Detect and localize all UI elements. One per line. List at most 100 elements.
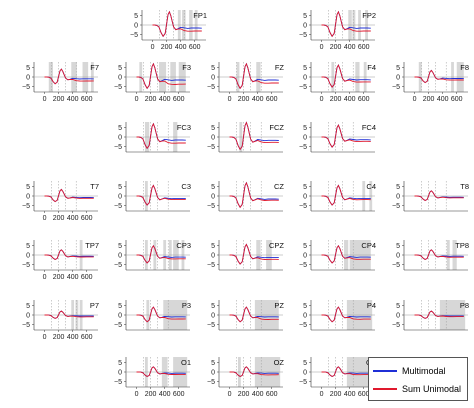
panel-fcz: 5 0 −5 FCZ: [207, 121, 284, 153]
y-tick-label: 0: [118, 253, 122, 260]
x-tick-label: 400: [67, 334, 79, 341]
y-tick-label: 5: [26, 303, 30, 310]
y-tick-label: 5: [118, 243, 122, 250]
x-tick-label: 600: [81, 215, 93, 222]
y-tick-label: −5: [207, 84, 215, 91]
panel-label: F3: [182, 63, 191, 72]
y-tick-label: 0: [211, 135, 215, 142]
trace-sum-unimodal: [229, 306, 279, 323]
y-tick-label: 0: [118, 75, 122, 82]
y-tick-label: −5: [22, 322, 30, 329]
x-tick-label: 200: [53, 215, 65, 222]
panel-label: TP7: [85, 241, 99, 250]
y-tick-label: 5: [211, 65, 215, 72]
y-tick-label: −5: [207, 262, 215, 269]
trace-sum-unimodal: [229, 366, 279, 378]
y-tick-label: 5: [134, 13, 138, 20]
y-tick-label: 0: [211, 313, 215, 320]
trace-sum-unimodal: [136, 306, 186, 323]
y-tick-label: 5: [211, 184, 215, 191]
y-tick-label: 5: [118, 303, 122, 310]
x-tick-label: 0: [228, 96, 232, 103]
x-tick-label: 200: [161, 44, 173, 51]
y-tick-label: 5: [303, 184, 307, 191]
x-tick-label: 0: [43, 274, 47, 281]
y-tick-label: 0: [118, 370, 122, 377]
y-tick-label: 5: [211, 125, 215, 132]
legend-item-multimodal: Multimodal: [373, 364, 446, 378]
y-tick-label: −5: [114, 84, 122, 91]
panel-tp8: 5 0 −5 TP8: [392, 240, 469, 271]
trace-sum-unimodal: [321, 64, 371, 88]
y-tick-label: 0: [303, 370, 307, 377]
y-tick-label: 0: [303, 23, 307, 30]
trace-multimodal: [44, 249, 94, 261]
y-tick-label: 0: [396, 194, 400, 201]
y-tick-label: −5: [299, 144, 307, 151]
y-tick-label: 5: [26, 65, 30, 72]
y-tick-label: −5: [114, 379, 122, 386]
x-tick-label: 0: [320, 44, 324, 51]
y-tick-label: −5: [22, 262, 30, 269]
trace-sum-unimodal: [136, 122, 186, 150]
y-tick-label: 5: [118, 65, 122, 72]
y-tick-label: 5: [303, 125, 307, 132]
x-tick-label: 0: [43, 334, 47, 341]
y-tick-label: −5: [207, 322, 215, 329]
y-tick-label: 0: [118, 194, 122, 201]
panel-t8: 5 0 −5 T8: [392, 181, 469, 212]
y-tick-label: 5: [396, 243, 400, 250]
y-tick-label: 0: [211, 253, 215, 260]
y-tick-label: −5: [130, 32, 138, 39]
panel-label: P3: [182, 301, 191, 310]
y-tick-label: 0: [118, 135, 122, 142]
y-tick-label: 5: [303, 13, 307, 20]
panel-label: FC4: [362, 123, 376, 132]
y-tick-label: 5: [26, 184, 30, 191]
y-tick-label: −5: [299, 379, 307, 386]
y-tick-label: 0: [134, 23, 138, 30]
y-tick-label: 5: [26, 243, 30, 250]
trace-sum-unimodal: [321, 10, 371, 38]
x-tick-label: 400: [67, 215, 79, 222]
y-tick-label: −5: [392, 262, 400, 269]
y-tick-label: 5: [118, 184, 122, 191]
x-tick-label: 600: [81, 274, 93, 281]
y-tick-label: 5: [303, 243, 307, 250]
x-tick-label: 400: [67, 274, 79, 281]
panel-label: F7: [90, 63, 99, 72]
y-tick-label: −5: [22, 203, 30, 210]
x-tick-label: 0: [413, 96, 417, 103]
trace-sum-unimodal: [321, 244, 371, 264]
panel-f4: 5 0 −5 0 200 400 600 F4: [299, 62, 376, 103]
trace-sum-unimodal: [414, 310, 464, 319]
x-tick-label: 200: [53, 96, 65, 103]
x-tick-label: 400: [344, 391, 356, 398]
y-tick-label: 0: [303, 313, 307, 320]
panel-fc4: 5 0 −5 FC4: [299, 122, 376, 153]
panel-fp2: 5 0 −5 0 200 400 600 FP2: [299, 10, 376, 51]
trace-multimodal: [44, 188, 94, 203]
x-tick-label: 200: [330, 44, 342, 51]
panel-label: CP4: [361, 241, 376, 250]
x-tick-label: 200: [423, 96, 435, 103]
y-tick-label: 0: [303, 135, 307, 142]
panel-fc3: 5 0 −5 FC3: [114, 122, 191, 153]
y-tick-label: −5: [207, 379, 215, 386]
x-tick-label: 600: [358, 44, 370, 51]
panel-p4: 5 0 −5 P4: [299, 300, 376, 331]
x-tick-label: 200: [53, 274, 65, 281]
y-tick-label: −5: [114, 262, 122, 269]
y-tick-label: 0: [26, 253, 30, 260]
panel-label: PZ: [274, 301, 284, 310]
x-tick-label: 400: [252, 96, 264, 103]
x-tick-label: 0: [228, 391, 232, 398]
y-tick-label: 0: [211, 370, 215, 377]
x-tick-label: 400: [252, 391, 264, 398]
trace-sum-unimodal: [44, 188, 94, 203]
panel-label: TP8: [455, 241, 469, 250]
legend-label-sum-unimodal: Sum Unimodal: [402, 384, 462, 394]
trace-multimodal: [414, 190, 464, 202]
panel-p3: 5 0 −5 P3: [114, 300, 191, 331]
panel-label: FZ: [275, 63, 285, 72]
